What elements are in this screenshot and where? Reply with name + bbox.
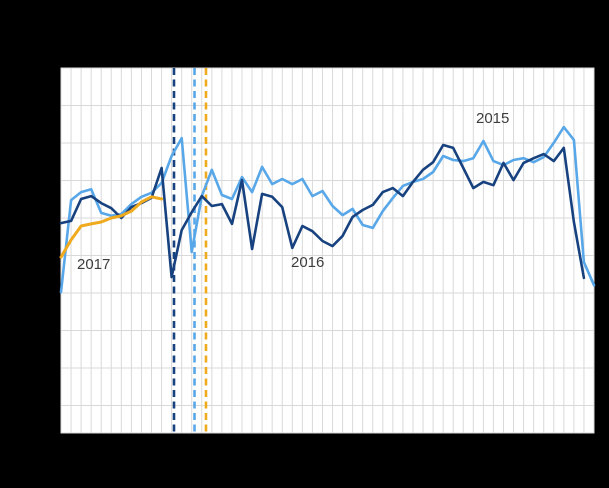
year-label-2015: 2015 <box>476 110 510 127</box>
year-label-2016: 2016 <box>291 254 325 271</box>
year-label-2017: 2017 <box>77 256 111 273</box>
